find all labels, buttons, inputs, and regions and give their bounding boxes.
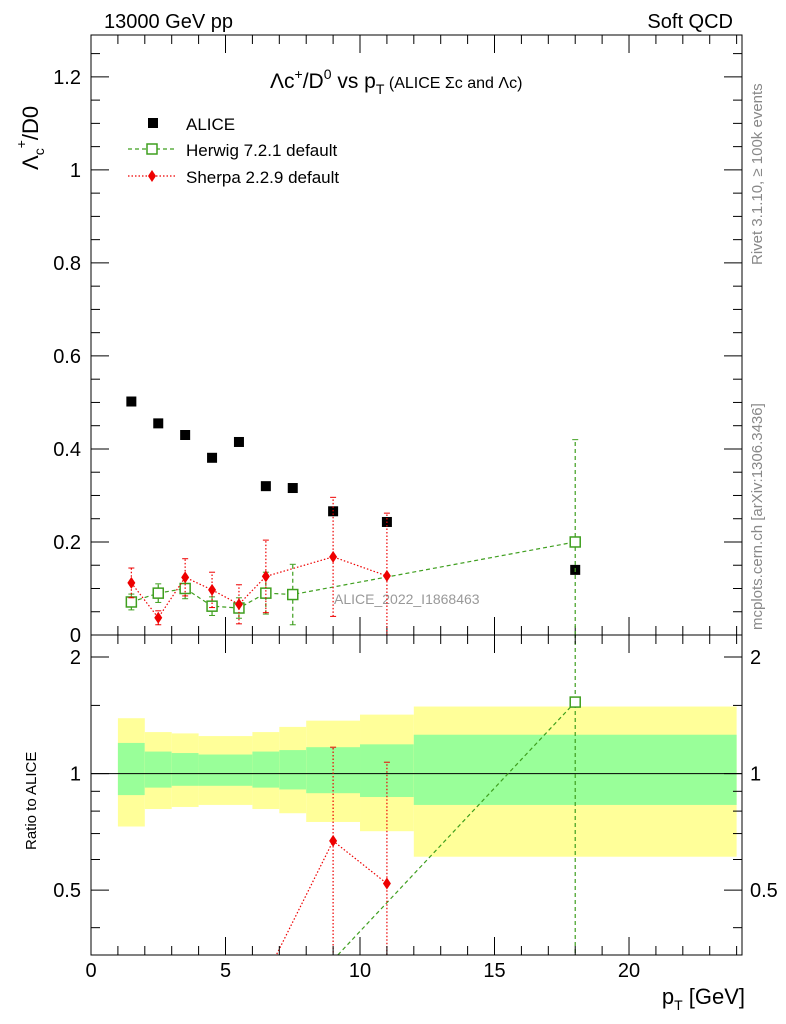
- ratio-xtick-label: 10: [349, 960, 371, 982]
- sherpa-line: [130, 556, 388, 619]
- sherpa-ratio-point: [382, 877, 391, 890]
- herwig-point: [569, 536, 581, 548]
- main-ytick-label: 0: [70, 625, 81, 647]
- legend-herwig-label: Herwig 7.2.1 default: [186, 141, 337, 160]
- main-title: Λc+/D0 vs pT (ALICE Σc and Λc): [270, 66, 522, 97]
- main-ytick-label: 1.2: [53, 67, 81, 89]
- legend-sherpa-label: Sherpa 2.2.9 default: [186, 168, 339, 187]
- main-ytick-label: 0.6: [53, 346, 81, 368]
- alice-point: [233, 436, 244, 447]
- rivet-label: Rivet 3.1.10, ≥ 100k events: [749, 83, 766, 265]
- main-ytick-label: 0.2: [53, 532, 81, 554]
- uncertainty-band-green: [252, 751, 280, 788]
- ratio-ytick-label-right: 2: [750, 647, 761, 669]
- mcplots-label: mcplots.cern.ch [arXiv:1306.3436]: [749, 403, 766, 630]
- main-ticks: 0 0.2 0.4 0.6 0.8 1 1.2: [53, 35, 742, 647]
- ratio-xtick-label: 0: [85, 960, 96, 982]
- main-ytick-label: 1: [70, 160, 81, 182]
- alice-point: [153, 418, 164, 429]
- xlabel-p: p: [662, 984, 674, 1009]
- legend-alice-marker: [148, 118, 158, 128]
- legend-herwig-marker: [146, 143, 158, 155]
- main-ytick-label: 0.4: [53, 439, 81, 461]
- title-c: c: [284, 70, 295, 93]
- legend-sherpa-marker: [148, 170, 156, 182]
- herwig-ratio-line: [336, 701, 576, 955]
- uncertainty-band-green: [117, 742, 145, 796]
- main-panel: ALICE_2022_I1868463 0 0.2 0.4 0.6 0.8 1 1.2 AL…: [53, 34, 743, 647]
- ratio-ytick-label-right: 1: [750, 764, 761, 786]
- sherpa-point: [382, 569, 391, 582]
- category-label: Soft QCD: [647, 11, 733, 33]
- title-sub-T: T: [376, 81, 385, 97]
- xlabel-sub-T: T: [674, 997, 683, 1013]
- sherpa-point: [154, 611, 163, 624]
- uncertainty-band-green: [360, 744, 414, 798]
- ratio-series: [275, 635, 581, 955]
- alice-point: [207, 452, 218, 463]
- sherpa-point: [181, 571, 190, 584]
- alice-point: [287, 483, 298, 494]
- ylabel-lambda: Λ: [18, 155, 43, 170]
- title-sup-plus: +: [295, 66, 303, 82]
- ylabel-rest: /D0: [18, 106, 43, 140]
- ratio-ytick-label-right: 0.5: [750, 880, 778, 902]
- ylabel-sup-plus: +: [13, 140, 29, 148]
- ratio-series-group: [275, 635, 581, 955]
- ratio-ticks: 0.5 0.51 12 20 5 10 15 20: [53, 635, 778, 982]
- ratio-ytick-label: 0.5: [53, 880, 81, 902]
- legend-alice-label: ALICE: [186, 115, 235, 134]
- title-vs: vs p: [332, 70, 376, 93]
- herwig-ratio-point: [569, 696, 581, 708]
- alice-point: [260, 481, 271, 492]
- analysis-watermark: ALICE_2022_I1868463: [334, 591, 480, 607]
- xlabel: pT [GeV]: [662, 984, 745, 1013]
- title-paren: (ALICE Σc and Λc): [384, 75, 522, 92]
- legend: ALICE Herwig 7.2.1 default Sherpa 2.2.9 …: [128, 115, 339, 187]
- uncertainty-band-green: [225, 754, 253, 786]
- herwig-point: [125, 596, 138, 608]
- ratio-xtick-label: 20: [618, 960, 640, 982]
- ratio-panel: 0.5 0.51 12 20 5 10 15 20 Ratio to ALICE pT [Ge…: [23, 634, 778, 1013]
- main-series: [125, 396, 581, 635]
- main-ylabel: Λc+/D0: [13, 106, 47, 170]
- title-slash: /D: [303, 70, 324, 93]
- alice-point: [126, 396, 137, 407]
- ylabel-sub-c: c: [31, 148, 47, 155]
- sherpa-point: [234, 598, 243, 611]
- sherpa-point: [329, 550, 338, 563]
- sherpa-ratio-point: [329, 834, 338, 847]
- uncertainty-band-green: [198, 754, 226, 786]
- title-lambda: Λ: [270, 70, 284, 93]
- ratio-frame: [90, 634, 743, 956]
- ratio-bands: [117, 706, 737, 857]
- herwig-point: [260, 587, 272, 599]
- ratio-ytick-label: 1: [70, 764, 81, 786]
- herwig-point: [152, 587, 165, 599]
- sherpa-ratio-line: [275, 840, 388, 955]
- sherpa-point: [261, 570, 270, 583]
- uncertainty-band-green: [171, 753, 199, 786]
- sherpa-point: [208, 583, 217, 596]
- sherpa-point: [127, 576, 136, 589]
- herwig-point: [287, 588, 299, 601]
- collision-label: 13000 GeV pp: [104, 11, 233, 33]
- xlabel-unit: [GeV]: [683, 984, 745, 1009]
- alice-point: [180, 430, 191, 440]
- ratio-xtick-label: 5: [220, 960, 231, 982]
- svg-text:Λc+/D0: Λc+/D0: [13, 106, 47, 170]
- ratio-xtick-label: 15: [483, 960, 505, 982]
- uncertainty-band-green: [279, 750, 307, 790]
- main-ytick-label: 0.8: [53, 253, 81, 275]
- herwig-line: [131, 541, 576, 609]
- title-sup-zero: 0: [324, 66, 332, 82]
- uncertainty-band-green: [144, 751, 172, 788]
- ratio-ytick-label: 2: [70, 647, 81, 669]
- ratio-ylabel: Ratio to ALICE: [23, 752, 40, 850]
